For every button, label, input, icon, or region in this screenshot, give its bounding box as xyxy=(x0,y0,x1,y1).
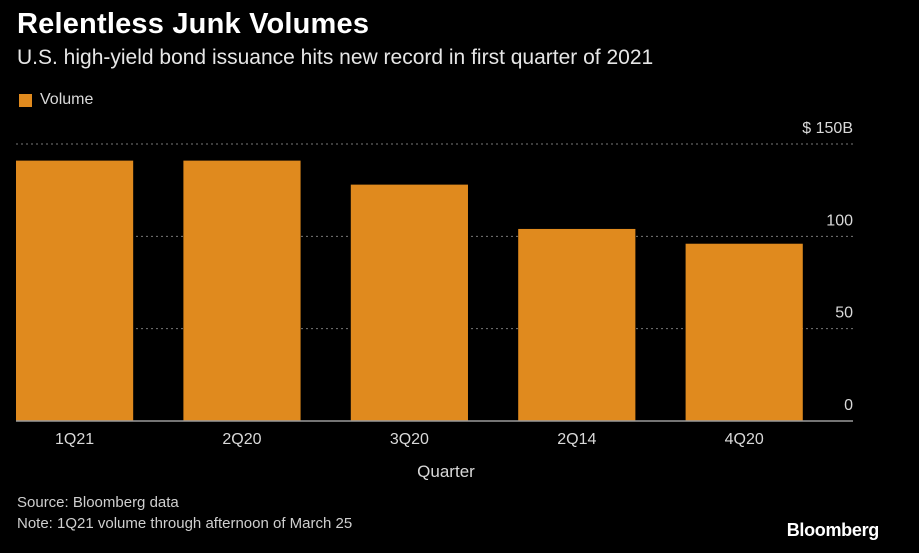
x-tick-label: 2Q14 xyxy=(557,431,596,448)
legend-label: Volume xyxy=(40,91,94,108)
bar xyxy=(518,228,636,421)
y-tick-label: 100 xyxy=(826,212,853,229)
x-tick-label: 3Q20 xyxy=(390,431,429,448)
x-tick-label: 1Q21 xyxy=(55,431,94,448)
source-text: Source: Bloomberg data xyxy=(17,494,179,511)
bar xyxy=(183,160,301,421)
bloomberg-logo: Bloomberg xyxy=(786,520,880,540)
y-tick-label: $ 150B xyxy=(802,120,853,137)
note-text: Note: 1Q21 volume through afternoon of M… xyxy=(17,515,353,532)
y-tick-label: 50 xyxy=(835,305,853,322)
chart-subtitle: U.S. high-yield bond issuance hits new r… xyxy=(17,46,654,69)
y-tick-label: 0 xyxy=(844,397,853,414)
x-tick-label: 2Q20 xyxy=(222,431,261,448)
bar xyxy=(350,184,468,421)
chart-title: Relentless Junk Volumes xyxy=(17,8,370,40)
x-axis-title: Quarter xyxy=(417,462,475,481)
bar xyxy=(685,243,803,421)
x-tick-label: 4Q20 xyxy=(725,431,764,448)
legend-swatch xyxy=(19,93,32,107)
bar xyxy=(16,160,134,421)
legend: Volume xyxy=(19,91,93,109)
